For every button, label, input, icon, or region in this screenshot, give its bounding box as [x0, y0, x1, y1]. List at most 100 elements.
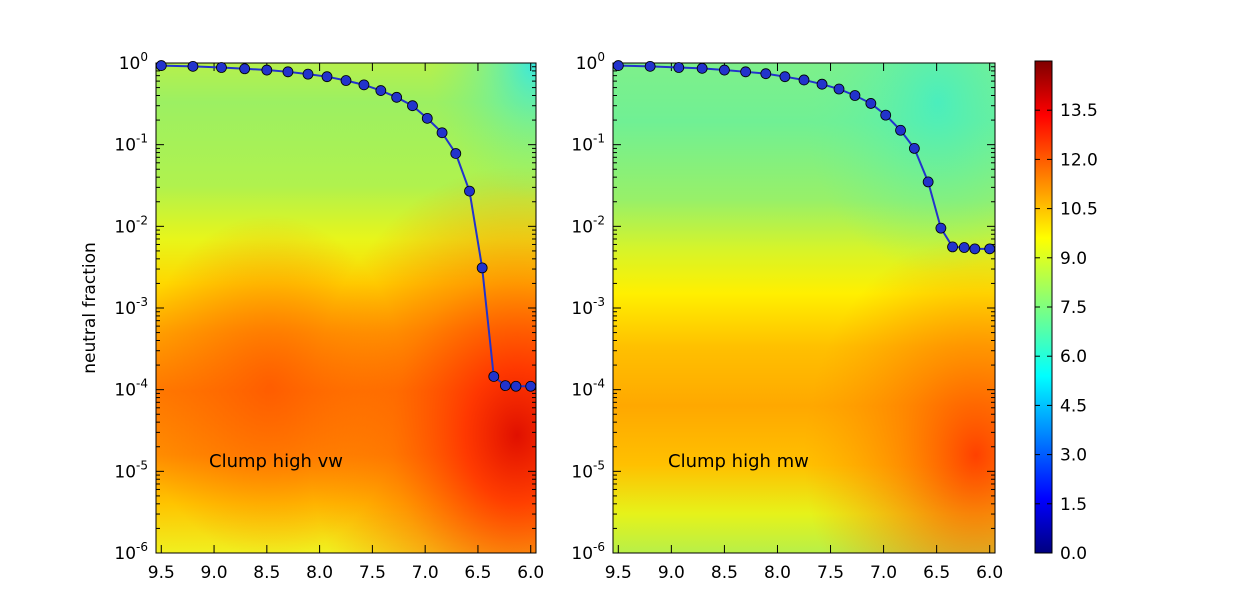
- left-field-cyan: [156, 63, 536, 553]
- data-point: [391, 91, 403, 103]
- data-point: [261, 64, 273, 76]
- data-point: [187, 60, 199, 72]
- x-tick-label: 6.0: [976, 563, 1003, 583]
- x-tick-label: 6.0: [517, 563, 544, 583]
- x-tick-label: 7.5: [359, 563, 386, 583]
- data-point: [358, 79, 370, 91]
- right-annotation: Clump high mw: [668, 451, 809, 472]
- y-tick-label: 10-1: [114, 132, 148, 156]
- data-point: [895, 124, 906, 136]
- data-point: [282, 66, 294, 78]
- colorbar-tick-label: 13.5: [1060, 101, 1098, 121]
- data-point: [644, 60, 656, 72]
- colorbar-tick-label: 9.0: [1060, 249, 1087, 269]
- y-tick-label: 10-5: [571, 458, 605, 482]
- data-point: [849, 90, 861, 101]
- y-tick-label: 10-2: [571, 213, 605, 237]
- x-tick-label: 9.5: [148, 563, 175, 583]
- data-point: [499, 380, 511, 392]
- x-tick-label: 9.5: [605, 563, 632, 583]
- data-point: [216, 62, 227, 73]
- series-line: [161, 64, 531, 388]
- data-point: [935, 222, 947, 234]
- y-axis-label: neutral fraction: [80, 242, 100, 374]
- x-tick-label: 7.0: [412, 563, 439, 583]
- data-point: [740, 66, 752, 78]
- data-point: [436, 127, 448, 139]
- x-tick-label: 8.0: [764, 563, 791, 583]
- data-point: [525, 380, 537, 392]
- x-tick-label: 8.0: [306, 563, 333, 583]
- colorbar-ticks: 0.0 1.5 3.0 4.5 6.0 7.5 9.0 10.5 12.0 13.5: [1035, 101, 1098, 564]
- data-point: [969, 243, 981, 255]
- right-x-ticks: 9.5 9.0 8.5 8.0 7.5 7.0 6.5 6.0: [605, 63, 1003, 583]
- colorbar: 0.0 1.5 3.0 4.5 6.0 7.5 9.0 10.5 12.0 13.5: [1034, 60, 1098, 564]
- data-point: [779, 71, 791, 83]
- data-point: [488, 371, 500, 382]
- colorbar-tick-label: 4.5: [1060, 396, 1087, 416]
- y-tick-label: 100: [576, 50, 605, 74]
- y-tick-label: 10-1: [571, 132, 605, 156]
- data-point: [155, 60, 167, 71]
- data-point: [984, 243, 996, 255]
- left-series: [155, 60, 537, 392]
- right-series: [612, 60, 996, 255]
- right-panel: 100 10-1 10-2 10-3 10-4 10-5 10-6 9.5 9.0 8.5 8.0…: [571, 50, 1003, 583]
- left-panel: 100 10-1 10-2 10-3 10-4 10-5 10-6 9.5 9.0 8.5 8.0…: [80, 50, 544, 583]
- data-point: [880, 109, 892, 121]
- data-point: [908, 143, 920, 154]
- data-point: [302, 68, 314, 80]
- data-point: [612, 60, 624, 71]
- y-tick-label: 10-3: [114, 295, 148, 319]
- y-tick-label: 10-3: [571, 295, 605, 319]
- y-tick-label: 10-6: [114, 540, 148, 564]
- data-point: [510, 380, 522, 392]
- colorbar-tick-label: 0.0: [1060, 544, 1087, 564]
- data-point: [865, 98, 877, 109]
- left-annotation: Clump high vw: [209, 451, 343, 472]
- x-tick-label: 9.0: [658, 563, 685, 583]
- x-tick-label: 8.5: [253, 563, 280, 583]
- colorbar-tick-label: 6.0: [1060, 347, 1087, 367]
- data-point: [340, 75, 352, 86]
- data-point: [696, 62, 708, 74]
- series-line: [618, 64, 990, 250]
- x-tick-label: 6.5: [464, 563, 491, 583]
- right-y-ticks: 100 10-1 10-2 10-3 10-4 10-5 10-6: [571, 50, 995, 564]
- y-tick-label: 10-4: [114, 377, 148, 401]
- colorbar-tick-label: 10.5: [1060, 200, 1098, 220]
- data-point: [798, 74, 810, 86]
- y-tick-label: 10-2: [114, 213, 148, 237]
- x-tick-label: 9.0: [201, 563, 228, 583]
- x-tick-label: 7.0: [870, 563, 897, 583]
- colorbar-tick-label: 12.0: [1060, 150, 1098, 170]
- y-tick-label: 10-6: [571, 540, 605, 564]
- data-point: [464, 185, 475, 197]
- data-point: [922, 176, 934, 188]
- left-x-ticks: 9.5 9.0 8.5 8.0 7.5 7.0 6.5 6.0: [148, 63, 544, 583]
- colorbar-tick-label: 3.0: [1060, 446, 1087, 466]
- data-point: [375, 85, 387, 96]
- data-point: [239, 63, 251, 75]
- data-point: [958, 242, 970, 253]
- x-tick-label: 7.5: [817, 563, 844, 583]
- data-point: [833, 83, 845, 95]
- data-point: [947, 241, 958, 253]
- x-tick-label: 8.5: [711, 563, 738, 583]
- colorbar-tick-label: 7.5: [1060, 298, 1087, 318]
- data-point: [476, 262, 488, 274]
- x-tick-label: 6.5: [923, 563, 950, 583]
- data-point: [816, 78, 828, 90]
- data-point: [760, 68, 772, 80]
- data-point: [421, 112, 433, 124]
- data-point: [719, 64, 730, 76]
- y-tick-label: 100: [119, 50, 148, 74]
- right-field-cyan: [613, 63, 995, 553]
- data-point: [673, 62, 685, 73]
- data-point: [321, 71, 333, 83]
- data-point: [450, 148, 462, 159]
- colorbar-tick-label: 1.5: [1060, 495, 1087, 515]
- y-tick-label: 10-5: [114, 458, 148, 482]
- data-point: [407, 100, 418, 112]
